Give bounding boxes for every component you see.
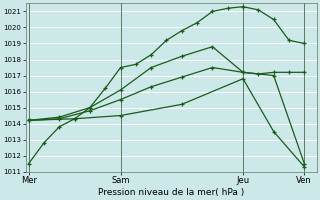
- X-axis label: Pression niveau de la mer( hPa ): Pression niveau de la mer( hPa ): [98, 188, 244, 197]
